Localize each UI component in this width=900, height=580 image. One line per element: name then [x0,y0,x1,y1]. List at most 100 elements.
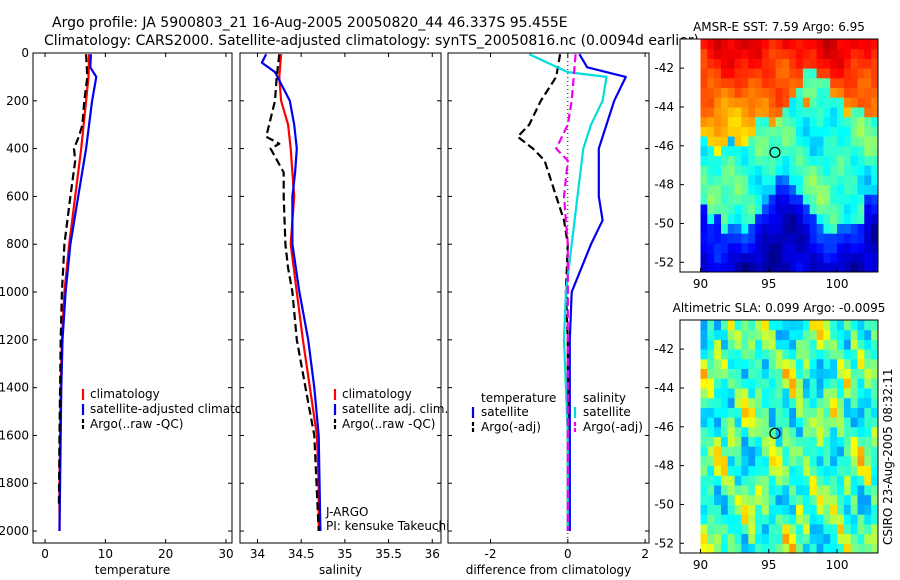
map-cell [761,165,770,176]
map-cell [761,68,770,79]
map-cell [700,145,708,156]
map-cell [734,39,742,50]
map-cell [700,504,708,515]
map-cell [850,533,858,544]
map-cell [700,136,708,147]
map-cell [850,204,858,215]
map-cell [864,358,872,369]
map-cell [850,465,858,476]
map-cell [727,184,736,195]
map-cell [850,504,858,515]
map-cell [823,126,831,137]
map-cell [755,107,763,118]
map-cell [789,262,797,273]
map-cell [707,39,715,50]
map-cell [802,68,811,79]
map-cell [721,145,729,156]
map-frame [679,38,879,273]
map-cell [721,465,729,476]
legend-label: climatology [342,387,412,401]
map-cell [816,107,824,118]
map-cell [837,329,845,340]
map-cell [802,504,811,515]
sst-map-panel: AMSR-E SST: 7.59 Argo: 6.95 90 95 100 -42 -44… [654,20,879,291]
map-cell [741,533,749,544]
map-cell [823,358,831,369]
map-cell [830,213,838,224]
map-cell [748,262,756,273]
map-cell [721,485,729,496]
map-cell [809,543,817,554]
map-cell [748,368,756,379]
map-cell [864,262,872,273]
map-cell [871,407,879,418]
map-cell [871,136,879,147]
credit-label: CSIRO 23-Aug-2005 08:32:11 [881,369,895,545]
map-cell [714,184,722,195]
map-cell [755,358,763,369]
map-cell [700,388,708,399]
map-cell [734,116,742,127]
map-cell [843,174,852,186]
map-cell [789,339,797,350]
map-cell [714,417,722,428]
map-cell [768,436,777,447]
map-cell [741,349,749,360]
map-cell [796,320,804,331]
map-cell [755,426,763,437]
map-cell [857,320,865,331]
map-cell [707,494,715,505]
series-line [516,54,569,531]
map-cell [816,407,824,418]
map-cell [768,126,777,137]
map-cell [721,252,729,263]
map-cell [837,485,845,496]
map-cell [830,107,838,118]
map-cell [850,68,858,79]
map-cell [748,174,756,186]
map-cell [727,242,736,254]
map-cell [748,485,756,496]
map-cell [871,204,879,215]
map-cell [782,523,790,535]
map-cell [843,58,852,69]
map-cell [748,320,756,331]
map-cell [837,194,845,205]
map-cell [850,475,858,486]
map-cell [748,213,756,224]
map-cell [721,368,729,379]
map-cell [782,223,790,234]
map-cell [707,436,715,447]
map-cell [734,436,742,447]
map-cell [789,233,797,244]
map-cell [700,514,708,525]
map-cell [700,126,708,137]
map-cell [809,388,817,399]
map-cell [850,233,858,244]
map-cell [871,533,879,544]
map-cell [721,339,729,350]
map-cell [707,533,715,544]
map-cell [796,242,804,254]
map-cell [871,426,879,437]
map-cell [714,262,722,273]
map-cell [837,388,845,399]
map-cell [830,504,838,515]
map-cell [830,417,838,428]
y-tick-label: 1800 [0,476,29,490]
map-cell [837,252,845,263]
map-cell [714,465,722,476]
map-cell [700,543,708,554]
map-cell [802,145,811,156]
map-cell [775,514,783,525]
map-cell [789,494,797,505]
map-cell [782,485,790,496]
map-cell [741,504,749,515]
map-cell [741,358,749,369]
map-cell [741,523,749,535]
map-cell [727,174,736,186]
map-cell [714,233,722,244]
map-cell [809,77,817,88]
map-cell [802,446,811,457]
map-cell [850,358,858,369]
